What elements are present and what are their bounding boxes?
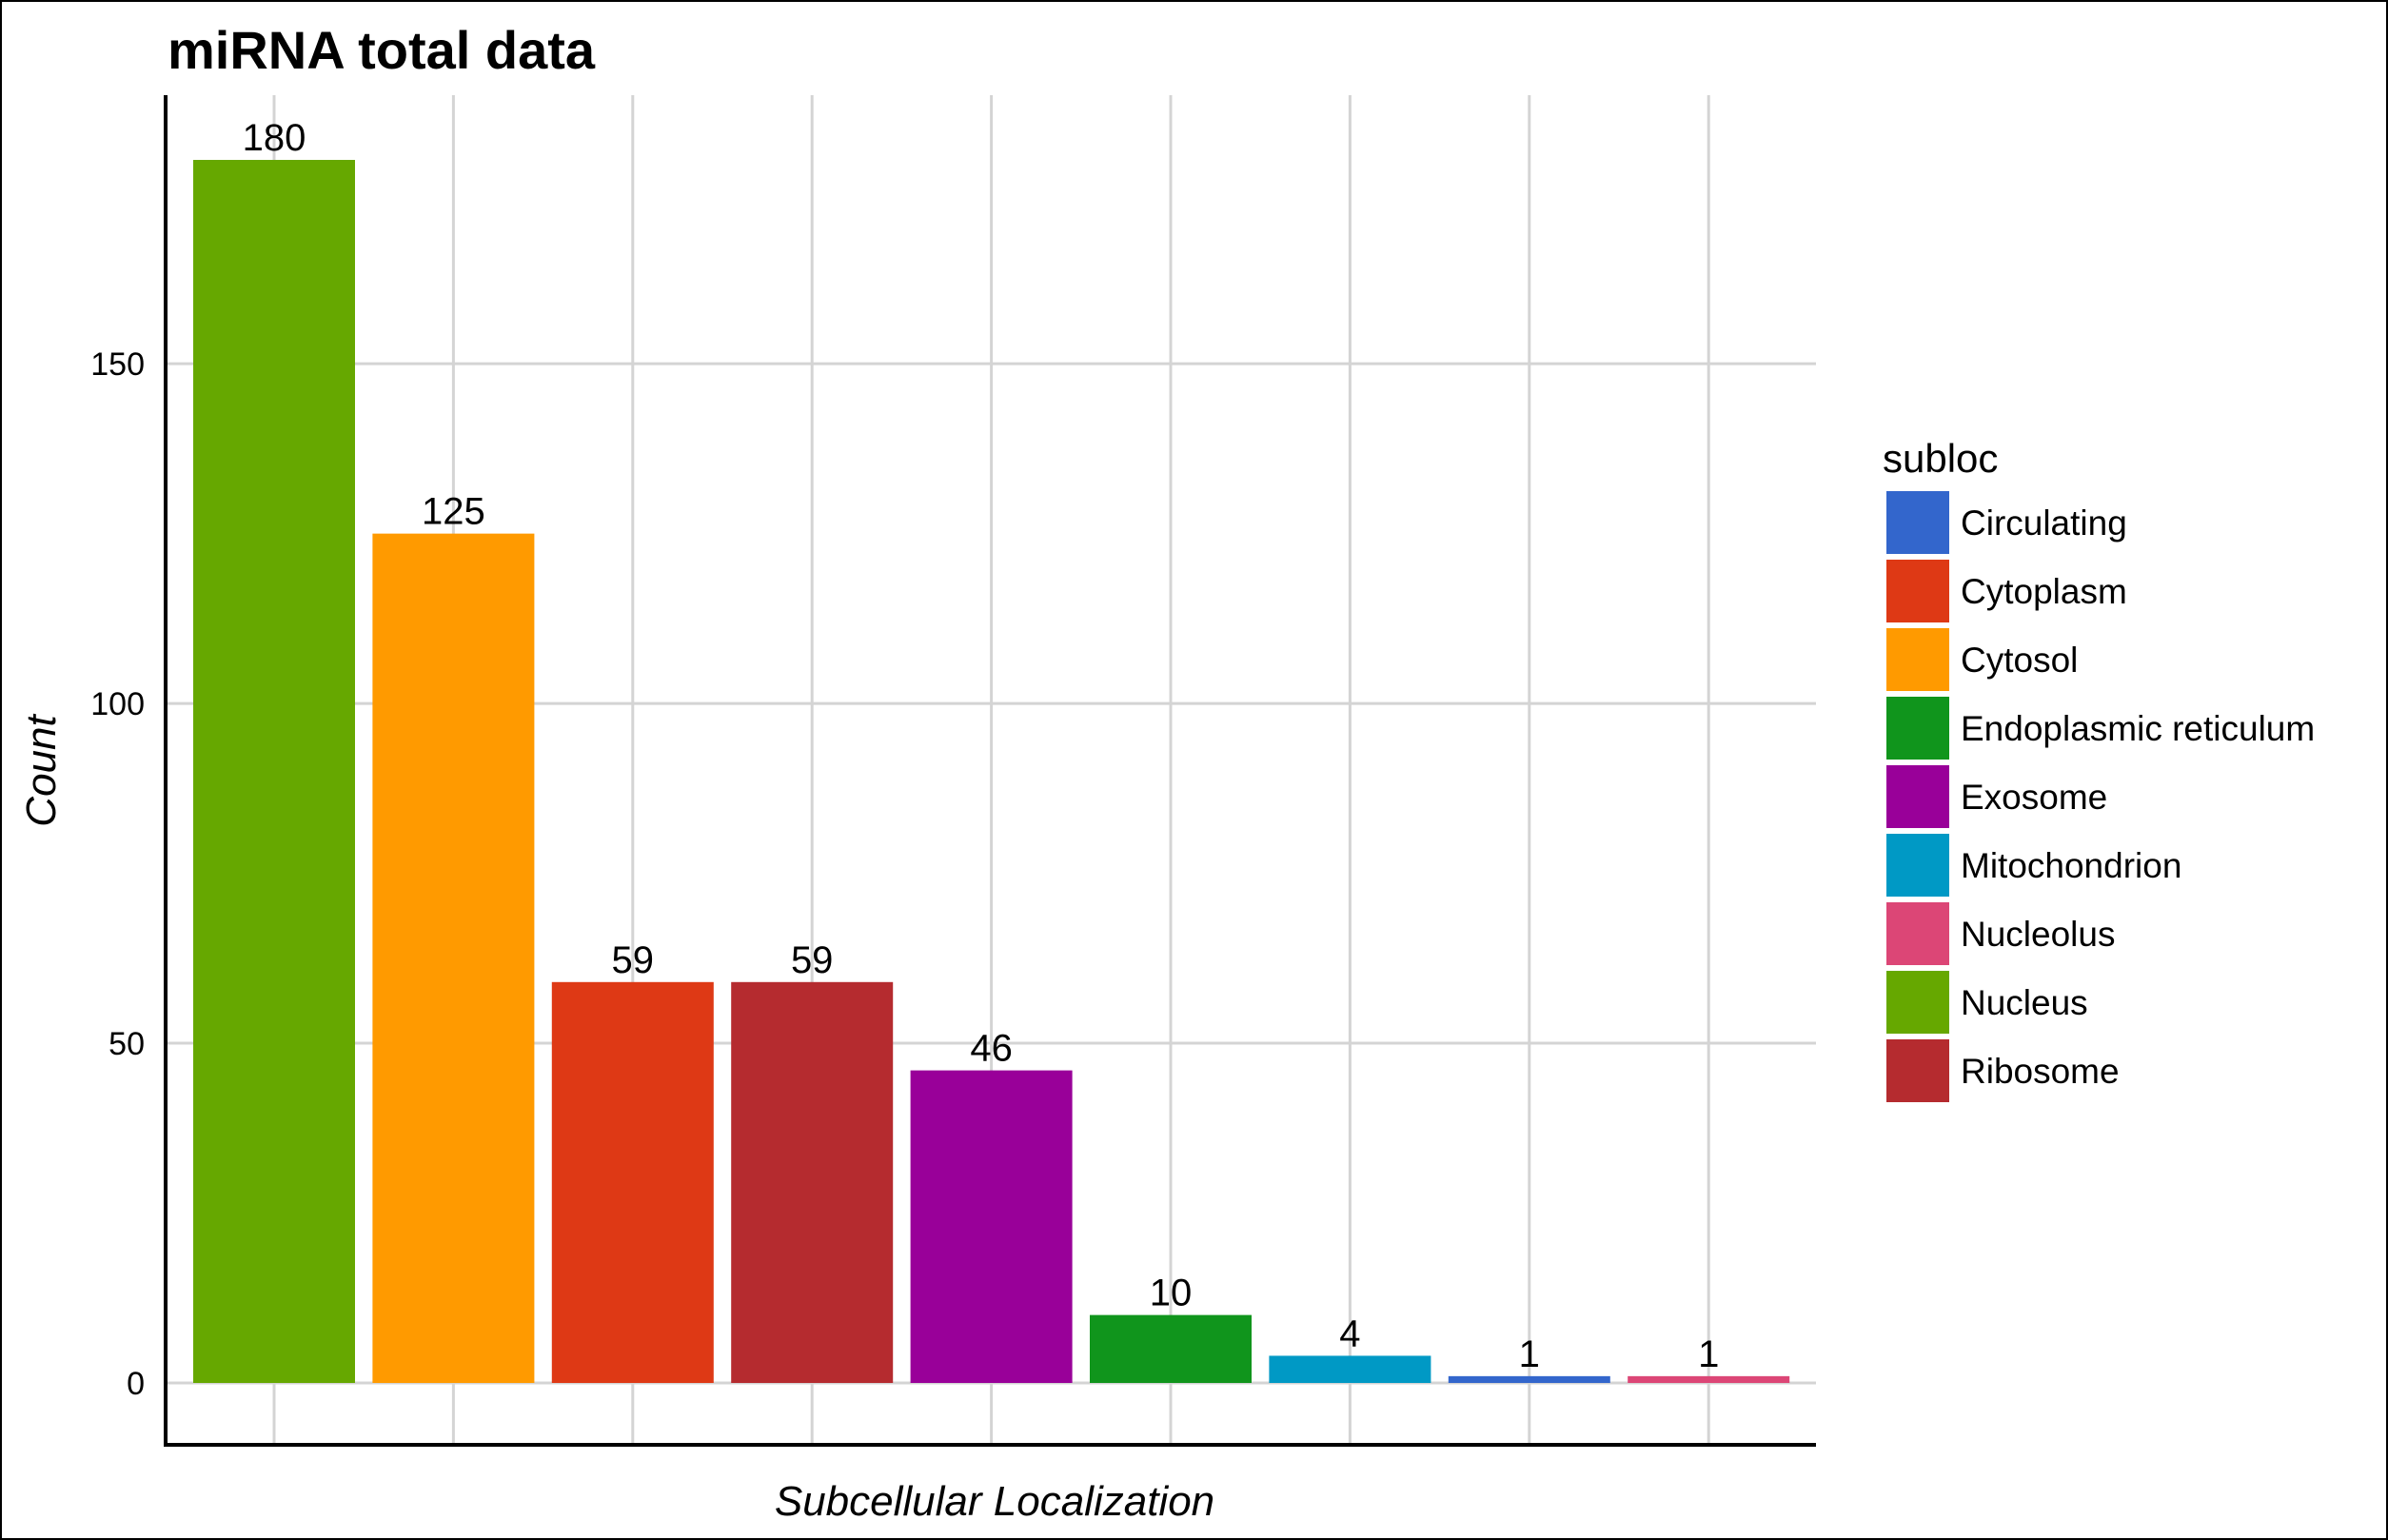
legend-label: Nucleus (1961, 983, 2088, 1022)
legend-title: subloc (1883, 436, 1998, 481)
legend-swatch (1886, 902, 1949, 965)
legend-label: Cytosol (1961, 641, 2078, 680)
legend-items: Circulating Cytoplasm Cytosol Endoplasmic r… (1886, 491, 2315, 1102)
value-label: 125 (422, 491, 485, 533)
legend-label: Circulating (1961, 503, 2127, 543)
bar (372, 533, 535, 1383)
y-tick-label: 150 (90, 346, 145, 383)
legend-swatch (1886, 1039, 1949, 1102)
bar (1090, 1314, 1252, 1383)
legend-label: Nucleolus (1961, 915, 2115, 954)
legend-swatch (1886, 971, 1949, 1034)
bar (1628, 1375, 1790, 1383)
y-tick-label: 50 (109, 1026, 145, 1062)
bar (1269, 1355, 1431, 1383)
legend-swatch (1886, 834, 1949, 897)
axes (164, 95, 1816, 1447)
bar (1448, 1375, 1610, 1383)
y-axis-label: Count (18, 714, 65, 827)
legend: subloc Circulating Cytoplasm Cytosol Endopl… (1883, 436, 2315, 1102)
legend-label: Cytoplasm (1961, 572, 2127, 611)
legend-label: Exosome (1961, 778, 2107, 817)
value-label: 10 (1150, 1273, 1193, 1314)
legend-label: Endoplasmic reticulum (1961, 709, 2315, 748)
bar (731, 981, 894, 1383)
bar (910, 1070, 1073, 1383)
value-labels: 180 125 59 59 46 10 4 1 1 (243, 117, 1720, 1375)
legend-swatch (1886, 628, 1949, 691)
value-label: 46 (970, 1028, 1013, 1070)
legend-swatch (1886, 560, 1949, 622)
bar (193, 160, 355, 1383)
value-label: 1 (1698, 1333, 1719, 1375)
chart-title: miRNA total data (168, 20, 596, 80)
value-label: 59 (791, 939, 834, 981)
bar (551, 981, 714, 1383)
x-axis-label: Subcellular Localization (775, 1478, 1214, 1525)
legend-label: Ribosome (1961, 1052, 2120, 1091)
value-label: 1 (1519, 1333, 1540, 1375)
value-label: 59 (612, 939, 655, 981)
y-tick-label: 100 (90, 686, 145, 722)
legend-swatch (1886, 491, 1949, 554)
y-tick-label: 0 (127, 1366, 145, 1402)
y-tick-labels: 0 50 100 150 (90, 346, 145, 1402)
legend-swatch (1886, 765, 1949, 828)
legend-swatch (1886, 697, 1949, 760)
value-label: 4 (1339, 1313, 1360, 1354)
legend-label: Mitochondrion (1961, 846, 2181, 885)
value-label: 180 (243, 117, 306, 159)
bars (193, 160, 1790, 1383)
